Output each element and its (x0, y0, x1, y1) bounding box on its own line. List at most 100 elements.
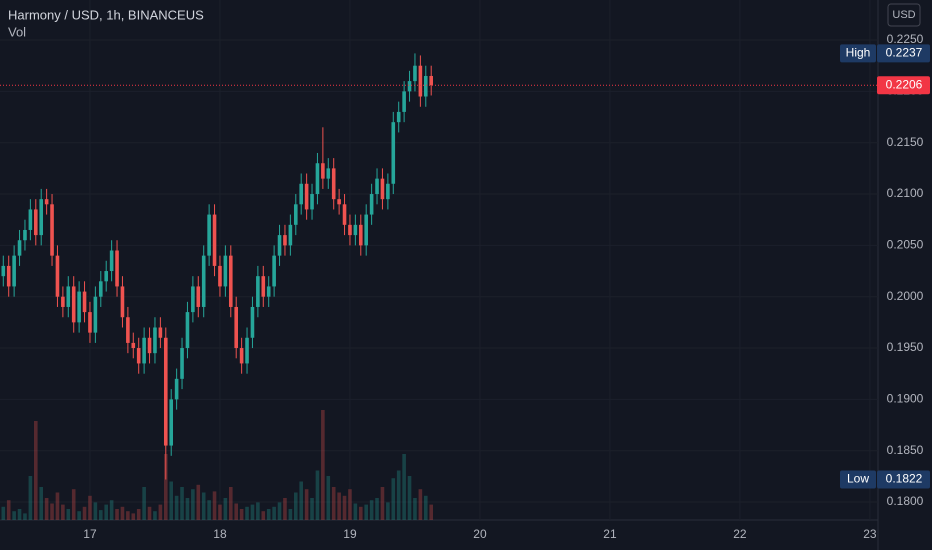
volume-bar (201, 492, 206, 520)
last-price-label: 0.2206 (886, 77, 923, 91)
candle-body (348, 224, 352, 236)
volume-bar (71, 489, 76, 520)
volume-bar (299, 481, 304, 520)
volume-bar (277, 502, 282, 520)
volume-bar (358, 506, 363, 520)
low-value-label: 0.1822 (886, 472, 923, 486)
candle-body (277, 235, 282, 256)
volume-bar (191, 489, 195, 520)
currency-button[interactable] (887, 3, 921, 27)
volume-bar (104, 504, 109, 520)
volume-bar (147, 506, 152, 520)
volume-bar (44, 498, 49, 520)
candle-body (245, 337, 249, 364)
volume-bar (6, 500, 11, 520)
volume-bar (239, 509, 244, 520)
volume-bar (272, 506, 276, 520)
candle-body (77, 291, 81, 323)
candle-body (115, 250, 119, 287)
candle-body (423, 75, 428, 97)
volume-bar (158, 504, 163, 520)
y-tick-label: 0.2000 (887, 289, 924, 303)
volume-bar (93, 502, 98, 520)
candle-body (131, 342, 136, 349)
high-tag-label: High (846, 46, 871, 60)
volume-bar (293, 492, 298, 520)
low-tag-label: Low (847, 472, 869, 486)
volume-bar (315, 470, 320, 520)
candle-body (250, 306, 255, 338)
volume-bar (169, 481, 174, 520)
volume-bar (82, 506, 87, 520)
candle-body (413, 65, 417, 82)
volume-bar (66, 509, 71, 520)
volume-bar (429, 504, 434, 520)
candle-body (158, 327, 163, 338)
candle-body (212, 214, 217, 266)
y-tick-label: 0.2250 (887, 32, 924, 46)
candle-body (82, 291, 87, 313)
candle-body (28, 209, 33, 230)
y-tick-label: 0.1900 (887, 392, 924, 406)
volume-bar (283, 498, 287, 520)
candle-body (326, 168, 331, 179)
candle-body (142, 337, 146, 364)
volume-bar (331, 487, 336, 520)
candle-body (88, 312, 92, 333)
volume-bar (23, 513, 27, 520)
candle-body (98, 281, 103, 297)
x-tick-label: 23 (863, 527, 877, 541)
candle-body (55, 255, 60, 297)
candle-body (342, 204, 347, 225)
price-markers: 0.2206 High 0.2237 Low 0.1822 (0, 44, 930, 489)
volume-layer (1, 410, 434, 520)
volume-bar (136, 509, 141, 520)
volume-bar (380, 487, 385, 520)
x-tick-label: 19 (343, 527, 357, 541)
candle-body (283, 235, 287, 246)
candle-body (120, 286, 125, 318)
x-tick-label: 17 (83, 527, 97, 541)
volume-bar (153, 511, 157, 520)
candle-body (402, 91, 406, 112)
candle-body (353, 224, 358, 236)
candle-body (44, 199, 49, 205)
x-tick-label: 21 (603, 527, 617, 541)
candle-body (299, 183, 304, 205)
candle-body (310, 194, 314, 210)
candle-body (191, 286, 195, 313)
volume-bar (196, 484, 201, 520)
x-tick-label: 18 (213, 527, 227, 541)
volume-bar (256, 502, 260, 520)
volume-bar (310, 498, 314, 520)
volume-bar (17, 509, 22, 520)
high-value-label: 0.2237 (886, 46, 923, 60)
volume-bar (364, 504, 369, 520)
candle-body (293, 204, 298, 225)
candle-layer (1, 53, 434, 480)
volume-bar (228, 487, 233, 520)
candle-body (429, 75, 434, 86)
candle-body (321, 163, 325, 179)
candle-body (337, 199, 341, 205)
volume-bar (185, 498, 190, 520)
volume-bar (386, 502, 390, 520)
chart-title: Harmony / USD, 1h, BINANCEUS (8, 7, 204, 22)
volume-bar (218, 504, 222, 520)
currency-label[interactable]: USD (892, 9, 915, 21)
candle-body (239, 348, 244, 364)
volume-bar (61, 504, 65, 520)
volume-bar (337, 492, 341, 520)
candle-body (180, 348, 184, 379)
volume-bar (418, 489, 423, 520)
volume-bar (207, 500, 211, 520)
candle-body (234, 306, 239, 349)
volume-bar (126, 511, 130, 520)
candle-body (93, 296, 98, 333)
candle-body (39, 199, 44, 236)
volume-bar (163, 454, 168, 520)
candle-body (126, 317, 130, 343)
high-value-box (877, 44, 930, 63)
candle-body (315, 163, 320, 195)
candle-body (396, 111, 401, 123)
